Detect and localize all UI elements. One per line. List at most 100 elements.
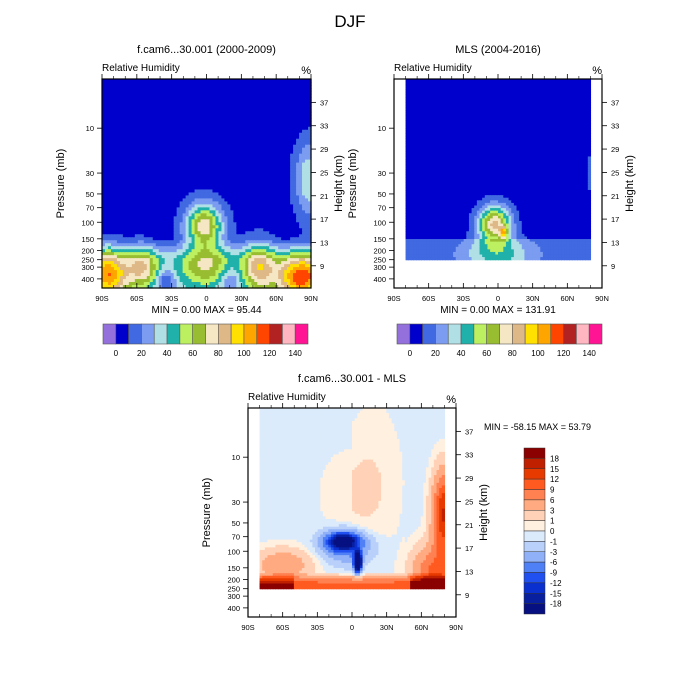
contour-cell	[221, 255, 226, 259]
contour-cell	[251, 249, 255, 253]
contour-cell	[281, 102, 285, 107]
contour-cell	[275, 255, 279, 259]
contour-cell	[167, 132, 172, 137]
contour-cell	[215, 249, 220, 253]
contour-cell	[248, 126, 252, 131]
contour-cell	[140, 264, 145, 268]
contour-cell	[116, 132, 121, 137]
contour-cell	[188, 93, 193, 98]
contour-cell	[302, 243, 306, 247]
contour-cell	[275, 162, 279, 167]
contour-cell	[173, 258, 178, 262]
contour-cell	[170, 174, 175, 179]
contour-cell	[296, 84, 300, 89]
contour-cell	[272, 168, 276, 173]
contour-cell	[272, 267, 276, 271]
contour-cell	[293, 180, 297, 185]
contour-cell	[218, 219, 223, 223]
contour-cell	[152, 204, 157, 208]
contour-cell	[227, 258, 231, 262]
contour-cell	[143, 249, 148, 253]
contour-cell	[275, 222, 279, 226]
contour-cell	[278, 261, 282, 265]
contour-cell	[287, 267, 291, 271]
contour-cell	[176, 162, 181, 167]
contour-cell	[200, 105, 205, 110]
contour-cell	[128, 183, 133, 188]
contour-cell	[143, 108, 148, 113]
contour-cell	[263, 240, 267, 244]
contour-cell	[302, 201, 306, 205]
contour-cell	[218, 264, 223, 268]
contour-cell	[128, 168, 133, 173]
contour-cell	[287, 117, 291, 122]
contour-cell	[173, 180, 178, 185]
contour-cell	[182, 135, 187, 140]
contour-cell	[260, 195, 264, 200]
contour-cell	[257, 270, 261, 274]
contour-cell	[197, 222, 202, 226]
contour-cell	[305, 210, 309, 214]
contour-cell	[113, 210, 118, 214]
contour-cell	[275, 111, 279, 116]
contour-cell	[293, 90, 297, 95]
contour-cell	[110, 198, 115, 203]
contour-cell	[248, 282, 252, 286]
contour-cell	[299, 192, 303, 197]
contour-cell	[128, 207, 133, 211]
contour-cell	[218, 111, 223, 116]
contour-cell	[170, 279, 175, 283]
contour-cell	[221, 105, 226, 110]
contour-cell	[131, 84, 136, 89]
contour-cell	[308, 207, 312, 211]
contour-cell	[128, 225, 133, 229]
contour-cell	[254, 225, 258, 229]
contour-cell	[248, 276, 252, 280]
contour-cell	[176, 276, 181, 280]
contour-cell	[260, 177, 264, 182]
contour-cell	[131, 216, 136, 220]
contour-cell	[128, 216, 133, 220]
contour-cell	[248, 186, 252, 191]
contour-cell	[215, 240, 220, 244]
contour-cell	[305, 258, 309, 262]
contour-cell	[206, 162, 211, 167]
contour-cell	[173, 138, 178, 143]
contour-cell	[170, 243, 175, 247]
contour-cell	[263, 102, 267, 107]
contour-cell	[287, 165, 291, 170]
contour-cell	[146, 108, 151, 113]
contour-cell	[227, 114, 231, 119]
contour-cell	[176, 120, 181, 125]
contour-cell	[179, 168, 184, 173]
contour-cell	[224, 117, 228, 122]
contour-cell	[302, 270, 306, 274]
contour-cell	[230, 114, 234, 119]
contour-cell	[224, 189, 228, 194]
contour-cell	[302, 261, 306, 265]
contour-cell	[239, 159, 243, 164]
contour-cell	[248, 231, 252, 235]
contour-cell	[137, 240, 142, 244]
contour-cell	[305, 264, 309, 268]
contour-cell	[158, 186, 163, 191]
contour-cell	[272, 213, 276, 217]
contour-cell	[221, 111, 226, 116]
contour-cell	[167, 123, 172, 128]
contour-cell	[263, 198, 267, 203]
contour-cell	[131, 201, 136, 205]
contour-cell	[260, 144, 264, 149]
contour-cell	[221, 198, 226, 203]
contour-cell	[155, 231, 160, 235]
contour-cell	[158, 192, 163, 197]
contour-cell	[239, 99, 243, 104]
contour-cell	[269, 79, 273, 83]
contour-cell	[143, 150, 148, 155]
contour-cell	[206, 279, 211, 283]
contour-cell	[212, 120, 217, 125]
contour-cell	[125, 246, 130, 250]
contour-cell	[230, 204, 234, 208]
contour-cell	[149, 207, 154, 211]
contour-cell	[137, 201, 142, 205]
contour-cell	[122, 99, 127, 104]
